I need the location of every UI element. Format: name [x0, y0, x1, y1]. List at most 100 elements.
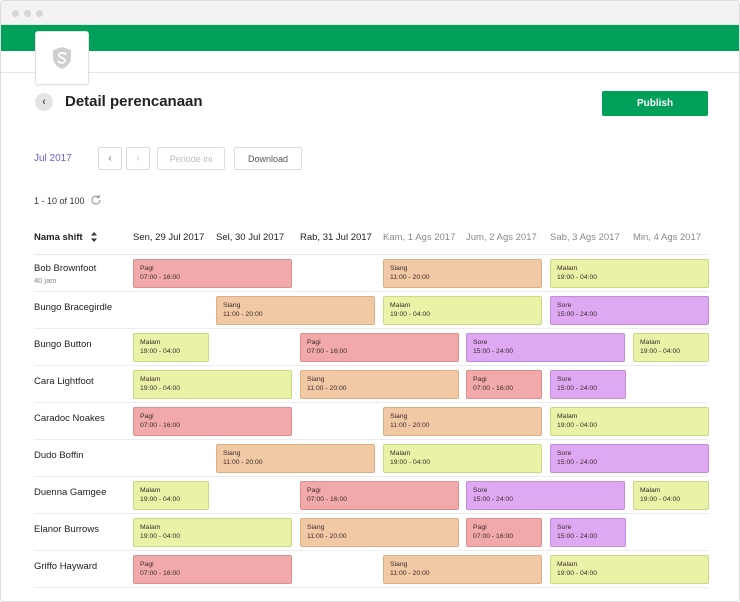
shift-block-pagi[interactable]: Pagi 07:00 - 16:00 — [133, 407, 292, 436]
next-period-button[interactable]: › — [126, 147, 150, 170]
day-column-header: Jum, 2 Ags 2017 — [466, 232, 537, 243]
shift-block-sore[interactable]: Sore 15:00 - 24:00 — [550, 370, 626, 399]
shift-label: Siang — [390, 561, 408, 568]
window-control-dot[interactable] — [12, 10, 19, 17]
shift-label: Sore — [473, 339, 488, 346]
shift-block-siang[interactable]: Siang 11:00 - 20:00 — [300, 370, 459, 399]
shift-label: Siang — [223, 302, 241, 309]
shift-label: Pagi — [140, 413, 154, 420]
employee-name[interactable]: Bungo Button — [34, 339, 92, 350]
shift-label: Sore — [473, 487, 488, 494]
employee-name[interactable]: Bob Brownfoot — [34, 263, 97, 274]
shift-label: Malam — [140, 487, 161, 494]
window-control-dot[interactable] — [36, 10, 43, 17]
shift-time: 07:00 - 16:00 — [307, 496, 348, 503]
table-row: Caradoc Noakes Pagi 07:00 - 16:00 Siang 11:0… — [34, 403, 709, 440]
shift-block-siang[interactable]: Siang 11:00 - 20:00 — [216, 296, 375, 325]
table-row: Griffo Hayward Pagi 07:00 - 16:00 Siang 11:0… — [34, 551, 709, 588]
shift-block-pagi[interactable]: Pagi 07:00 - 16:00 — [133, 555, 292, 584]
shift-time: 15:00 - 24:00 — [557, 311, 598, 318]
shift-block-malam[interactable]: Malam 19:00 - 04:00 — [633, 333, 709, 362]
shift-time: 19:00 - 04:00 — [140, 385, 181, 392]
sort-icon[interactable] — [90, 231, 98, 243]
table-row: Bungo Button Malam 19:00 - 04:00 Pagi 07:00 … — [34, 329, 709, 366]
shift-block-malam[interactable]: Malam 19:00 - 04:00 — [133, 370, 292, 399]
employee-name[interactable]: Cara Lightfoot — [34, 376, 94, 387]
shift-block-sore[interactable]: Sore 15:00 - 24:00 — [550, 444, 709, 473]
shift-block-siang[interactable]: Siang 11:00 - 20:00 — [216, 444, 375, 473]
shift-block-siang[interactable]: Siang 11:00 - 20:00 — [383, 407, 542, 436]
shift-time: 11:00 - 20:00 — [307, 533, 347, 540]
shift-block-malam[interactable]: Malam 19:00 - 04:00 — [133, 333, 209, 362]
employee-name[interactable]: Elanor Burrows — [34, 524, 99, 535]
shift-time: 11:00 - 20:00 — [390, 422, 430, 429]
shift-time: 15:00 - 24:00 — [473, 348, 514, 355]
shift-time: 11:00 - 20:00 — [307, 385, 347, 392]
page-title: Detail perencanaan — [65, 93, 203, 110]
current-period-button[interactable]: Periode ini — [157, 147, 225, 170]
shift-block-siang[interactable]: Siang 11:00 - 20:00 — [300, 518, 459, 547]
back-button[interactable]: ‹ — [35, 93, 53, 111]
shift-block-pagi[interactable]: Pagi 07:00 - 16:00 — [466, 518, 542, 547]
period-label[interactable]: Jul 2017 — [34, 153, 72, 164]
shift-block-pagi[interactable]: Pagi 07:00 - 16:00 — [300, 333, 459, 362]
employee-name[interactable]: Bungo Bracegirdle — [34, 302, 113, 313]
shift-block-sore[interactable]: Sore 15:00 - 24:00 — [550, 518, 626, 547]
top-navbar — [1, 25, 739, 51]
shift-label: Siang — [223, 450, 241, 457]
shift-label: Malam — [640, 339, 661, 346]
shift-block-pagi[interactable]: Pagi 07:00 - 16:00 — [466, 370, 542, 399]
shift-time: 19:00 - 04:00 — [140, 533, 181, 540]
shift-block-malam[interactable]: Malam 19:00 - 04:00 — [133, 518, 292, 547]
prev-period-button[interactable]: ‹ — [98, 147, 122, 170]
shift-block-pagi[interactable]: Pagi 07:00 - 16:00 — [300, 481, 459, 510]
shift-time: 11:00 - 20:00 — [223, 459, 263, 466]
employee-name[interactable]: Griffo Hayward — [34, 561, 98, 572]
shift-block-malam[interactable]: Malam 19:00 - 04:00 — [550, 555, 709, 584]
app-logo[interactable] — [35, 31, 89, 85]
chevron-left-icon: ‹ — [108, 153, 112, 164]
table-row: Bungo Bracegirdle Siang 11:00 - 20:00 Malam… — [34, 292, 709, 329]
employee-name[interactable]: Dudo Boffin — [34, 450, 84, 461]
pagination-count: 1 - 10 of 100 — [34, 196, 85, 206]
shift-label: Sore — [557, 450, 572, 457]
shift-time: 15:00 - 24:00 — [557, 459, 598, 466]
shift-time: 19:00 - 04:00 — [557, 422, 598, 429]
shift-block-malam[interactable]: Malam 19:00 - 04:00 — [383, 296, 542, 325]
shift-block-sore[interactable]: Sore 15:00 - 24:00 — [466, 481, 625, 510]
shift-label: Siang — [307, 376, 325, 383]
shift-time: 19:00 - 04:00 — [557, 274, 598, 281]
publish-button[interactable]: Publish — [602, 91, 708, 116]
shift-label: Siang — [390, 413, 408, 420]
shift-block-malam[interactable]: Malam 19:00 - 04:00 — [133, 481, 209, 510]
day-column-header: Rab, 31 Jul 2017 — [300, 232, 372, 243]
shift-block-malam[interactable]: Malam 19:00 - 04:00 — [383, 444, 542, 473]
shift-block-pagi[interactable]: Pagi 07:00 - 16:00 — [133, 259, 292, 288]
window-control-dot[interactable] — [24, 10, 31, 17]
name-column-header[interactable]: Nama shift — [34, 232, 83, 243]
refresh-icon[interactable] — [90, 194, 102, 206]
shift-block-malam[interactable]: Malam 19:00 - 04:00 — [550, 259, 709, 288]
employee-name[interactable]: Caradoc Noakes — [34, 413, 105, 424]
shift-block-siang[interactable]: Siang 11:00 - 20:00 — [383, 259, 542, 288]
shift-label: Sore — [557, 376, 572, 383]
shift-block-siang[interactable]: Siang 11:00 - 20:00 — [383, 555, 542, 584]
shift-label: Malam — [557, 561, 578, 568]
chevron-left-icon: ‹ — [42, 96, 46, 108]
shift-time: 07:00 - 16:00 — [473, 533, 514, 540]
sub-navbar — [1, 51, 739, 73]
shift-time: 11:00 - 20:00 — [390, 274, 430, 281]
shift-block-sore[interactable]: Sore 15:00 - 24:00 — [550, 296, 709, 325]
shift-block-sore[interactable]: Sore 15:00 - 24:00 — [466, 333, 625, 362]
shift-label: Siang — [390, 265, 408, 272]
shift-label: Malam — [557, 265, 578, 272]
download-button[interactable]: Download — [234, 147, 302, 170]
shift-block-malam[interactable]: Malam 19:00 - 04:00 — [633, 481, 709, 510]
shift-block-malam[interactable]: Malam 19:00 - 04:00 — [550, 407, 709, 436]
shift-time: 19:00 - 04:00 — [390, 311, 431, 318]
day-column-header: Sen, 29 Jul 2017 — [133, 232, 205, 243]
shift-label: Siang — [307, 524, 325, 531]
shield-logo-icon — [53, 47, 71, 69]
employee-name[interactable]: Duenna Gamgee — [34, 487, 107, 498]
